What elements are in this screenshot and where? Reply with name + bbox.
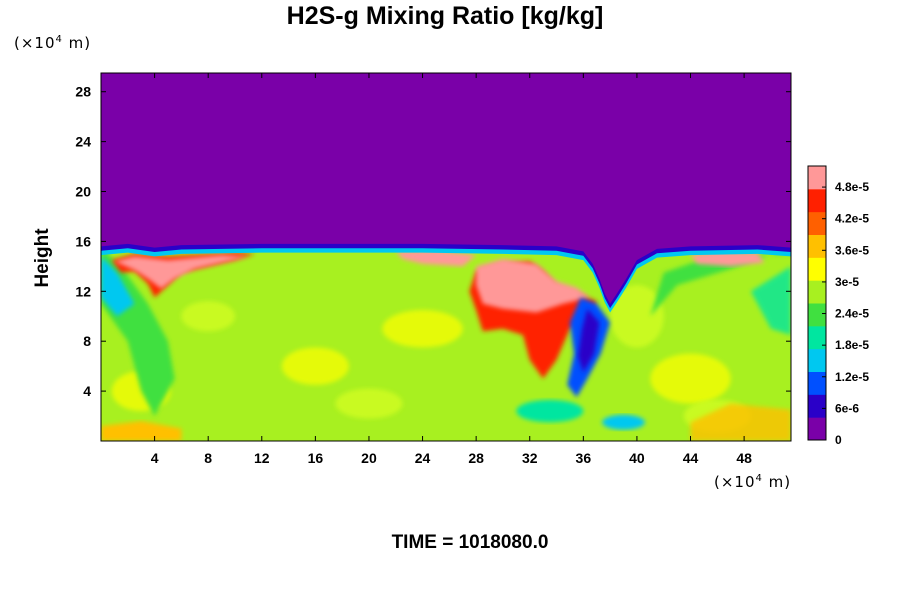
y-tick-label: 4 [83,383,91,399]
x-tick-label: 28 [468,450,484,466]
colorbar-segment [808,325,826,350]
x-tick-label: 48 [736,450,752,466]
y-tick-label: 28 [75,84,91,100]
colorbar-tick-label: 1.2e-5 [835,370,869,384]
field-patch [382,310,463,348]
colorbar-tick-label: 3e-5 [835,275,859,289]
x-tick-label: 4 [151,450,159,466]
field-patch [610,285,664,348]
x-tick-label: 40 [629,450,645,466]
field-patch [335,388,403,419]
colorbar-segment [808,257,826,281]
time-label: TIME = 1018080.0 [391,532,549,553]
x-tick-label: 36 [576,450,592,466]
field-dip-blue [578,308,600,373]
field-plume-pink [476,258,590,313]
x-tick-label: 16 [308,450,324,466]
field-patch [650,353,731,404]
y-tick-label: 12 [75,283,91,299]
y-axis-ticks: 4 8 12 16 20 24 28 [75,84,791,399]
x-axis-ticks: 4 8 12 16 20 24 28 32 36 40 44 48 [151,73,752,466]
field-upper-region [101,73,791,304]
colorbar-segment [808,188,826,213]
y-tick-label: 16 [75,233,91,249]
mixing-ratio-field [101,73,791,441]
colorbar-segment [808,348,826,372]
y-tick-label: 24 [75,134,91,150]
field-plume-pink [114,255,249,289]
colorbar-segment [808,303,826,327]
x-axis-unit-label: (×104 m) [714,473,792,491]
colorbar-segment [808,371,826,395]
colorbar-segment [808,166,826,190]
colorbar-segment [808,394,826,418]
x-tick-label: 8 [204,450,212,466]
x-tick-label: 12 [254,450,270,466]
colorbar-segment [808,234,826,258]
field-patch-low [516,399,584,423]
x-tick-label: 32 [522,450,538,466]
y-axis-unit-label: (×104 m) [14,34,92,52]
colorbar-tick-label: 4.2e-5 [835,212,869,226]
colorbar-segment [808,280,826,304]
colorbar-tick-label: 6e-6 [835,401,859,415]
colorbar-tick-label: 1.8e-5 [835,338,869,352]
y-tick-label: 20 [75,184,91,200]
colorbar: 0 6e-6 1.2e-5 1.8e-5 2.4e-5 3e-5 3.6e-5 4.2e-5 4… [807,165,869,447]
field-patch-low [602,414,645,430]
x-tick-label: 44 [683,450,699,466]
colorbar-tick-label: 2.4e-5 [835,307,869,321]
plot-frame [100,72,792,442]
field-patch-low [101,421,182,441]
x-tick-label: 20 [361,450,377,466]
field-plume-pink [395,250,477,267]
field-band-right [750,266,791,335]
field-patch [181,301,235,332]
field-band-left [101,256,135,317]
y-tick-label: 8 [83,333,91,349]
colorbar-segment [808,417,826,441]
x-tick-label: 24 [415,450,431,466]
chart-title: H2S-g Mixing Ratio [kg/kg] [286,2,604,30]
colorbar-tick-label: 0 [835,433,842,447]
field-plume-pink [690,251,765,267]
colorbar-frame [807,165,827,441]
colorbar-segment [808,211,826,235]
field-patch [281,347,349,385]
colorbar-tick-label: 4.8e-5 [835,180,869,194]
colorbar-tick-label: 3.6e-5 [835,243,869,257]
field-patch-low [690,403,791,441]
